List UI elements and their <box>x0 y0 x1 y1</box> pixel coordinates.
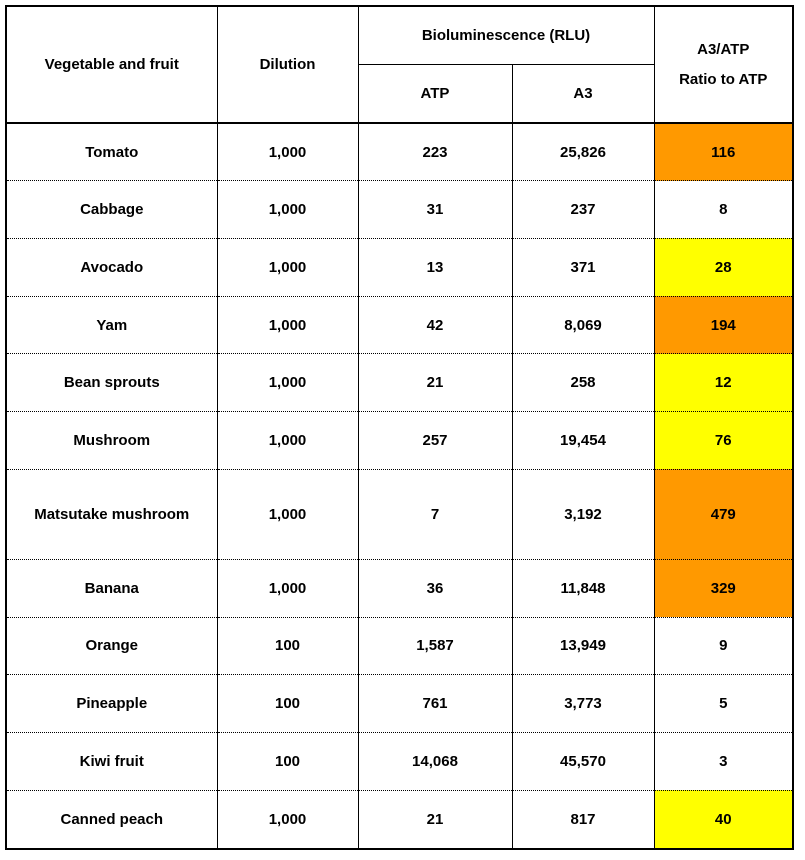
cell-name: Matsutake mushroom <box>7 469 218 560</box>
cell-atp: 223 <box>357 123 513 182</box>
cell-dilution: 1,000 <box>216 296 359 355</box>
cell-a3: 3,773 <box>511 674 655 734</box>
cell-ratio: 8 <box>653 180 792 239</box>
cell-atp: 21 <box>357 790 513 848</box>
table-row: Avocado 1,000 13 371 28 <box>7 238 792 297</box>
table-row: Matsutake mushroom 1,000 7 3,192 479 <box>7 469 792 560</box>
table-row: Tomato 1,000 223 25,826 116 <box>7 123 792 182</box>
cell-a3: 25,826 <box>511 123 655 182</box>
cell-dilution: 100 <box>216 617 359 676</box>
cell-a3: 817 <box>511 790 655 848</box>
cell-dilution: 100 <box>216 674 359 734</box>
cell-a3: 3,192 <box>511 469 655 560</box>
cell-ratio: 40 <box>653 790 792 848</box>
cell-atp: 13 <box>357 238 513 297</box>
cell-a3: 19,454 <box>511 411 655 470</box>
header-dilution: Dilution <box>216 7 359 124</box>
header-ratio-line1: A3/ATP <box>697 40 750 58</box>
cell-name: Pineapple <box>7 674 218 734</box>
cell-name: Yam <box>7 296 218 355</box>
header-vegetable: Vegetable and fruit <box>7 7 218 124</box>
cell-dilution: 1,000 <box>216 238 359 297</box>
cell-ratio: 5 <box>653 674 792 734</box>
table-row: Pineapple 100 761 3,773 5 <box>7 674 792 734</box>
cell-name: Tomato <box>7 123 218 182</box>
cell-atp: 42 <box>357 296 513 355</box>
table-row: Orange 100 1,587 13,949 9 <box>7 617 792 676</box>
cell-dilution: 1,000 <box>216 353 359 413</box>
cell-a3: 13,949 <box>511 617 655 676</box>
cell-ratio: 28 <box>653 238 792 297</box>
cell-dilution: 1,000 <box>216 411 359 470</box>
header-ratio-line2: Ratio to ATP <box>679 70 768 88</box>
cell-a3: 45,570 <box>511 732 655 791</box>
cell-atp: 21 <box>357 353 513 413</box>
table-row: Banana 1,000 36 11,848 329 <box>7 559 792 618</box>
cell-dilution: 1,000 <box>216 180 359 239</box>
cell-name: Avocado <box>7 238 218 297</box>
cell-a3: 11,848 <box>511 559 655 618</box>
cell-a3: 371 <box>511 238 655 297</box>
header-bioluminescence: Bioluminescence (RLU) <box>357 7 655 65</box>
cell-name: Mushroom <box>7 411 218 470</box>
cell-name: Canned peach <box>7 790 218 848</box>
cell-dilution: 1,000 <box>216 559 359 618</box>
cell-atp: 36 <box>357 559 513 618</box>
table-row: Cabbage 1,000 31 237 8 <box>7 180 792 239</box>
cell-ratio: 12 <box>653 353 792 413</box>
bioluminescence-table: Vegetable and fruit Dilution Bioluminesc… <box>7 7 792 848</box>
cell-a3: 8,069 <box>511 296 655 355</box>
cell-ratio: 3 <box>653 732 792 791</box>
table-row: Yam 1,000 42 8,069 194 <box>7 296 792 355</box>
header-ratio: A3/ATP Ratio to ATP <box>653 7 792 124</box>
cell-ratio: 76 <box>653 411 792 470</box>
cell-atp: 7 <box>357 469 513 560</box>
cell-name: Cabbage <box>7 180 218 239</box>
table-row: Bean sprouts 1,000 21 258 12 <box>7 353 792 413</box>
cell-name: Kiwi fruit <box>7 732 218 791</box>
cell-name: Orange <box>7 617 218 676</box>
cell-atp: 31 <box>357 180 513 239</box>
table-row: Kiwi fruit 100 14,068 45,570 3 <box>7 732 792 791</box>
cell-dilution: 1,000 <box>216 469 359 560</box>
cell-atp: 761 <box>357 674 513 734</box>
cell-a3: 258 <box>511 353 655 413</box>
cell-ratio: 479 <box>653 469 792 560</box>
cell-atp: 257 <box>357 411 513 470</box>
table-row: Canned peach 1,000 21 817 40 <box>7 790 792 848</box>
cell-dilution: 1,000 <box>216 123 359 182</box>
cell-ratio: 194 <box>653 296 792 355</box>
cell-dilution: 1,000 <box>216 790 359 848</box>
table-frame: Vegetable and fruit Dilution Bioluminesc… <box>5 5 794 850</box>
cell-name: Banana <box>7 559 218 618</box>
cell-name: Bean sprouts <box>7 353 218 413</box>
cell-ratio: 329 <box>653 559 792 618</box>
header-a3: A3 <box>511 64 654 124</box>
table-row: Mushroom 1,000 257 19,454 76 <box>7 411 792 470</box>
cell-dilution: 100 <box>216 732 359 791</box>
cell-atp: 14,068 <box>357 732 513 791</box>
cell-a3: 237 <box>511 180 655 239</box>
cell-ratio: 9 <box>653 617 792 676</box>
header-atp: ATP <box>358 64 513 124</box>
cell-atp: 1,587 <box>357 617 513 676</box>
cell-ratio: 116 <box>653 123 792 182</box>
